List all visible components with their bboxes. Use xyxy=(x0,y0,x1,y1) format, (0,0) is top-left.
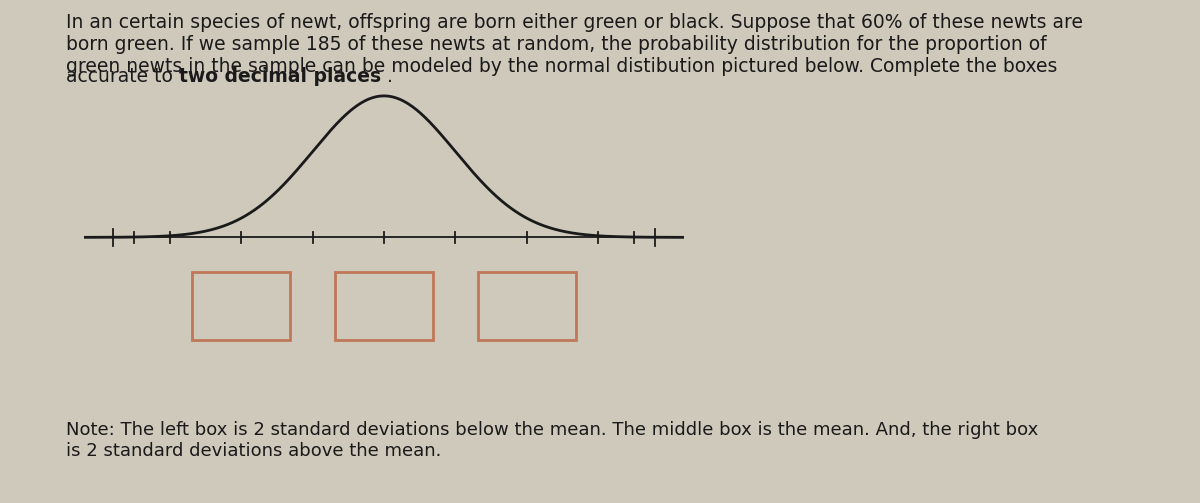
Text: accurate to: accurate to xyxy=(66,67,179,86)
Text: In an certain species of newt, offspring are born either green or black. Suppose: In an certain species of newt, offspring… xyxy=(66,13,1084,75)
Text: Note: The left box is 2 standard deviations below the mean. The middle box is th: Note: The left box is 2 standard deviati… xyxy=(66,422,1038,460)
Text: .: . xyxy=(382,67,392,86)
Text: two decimal places: two decimal places xyxy=(179,67,382,86)
